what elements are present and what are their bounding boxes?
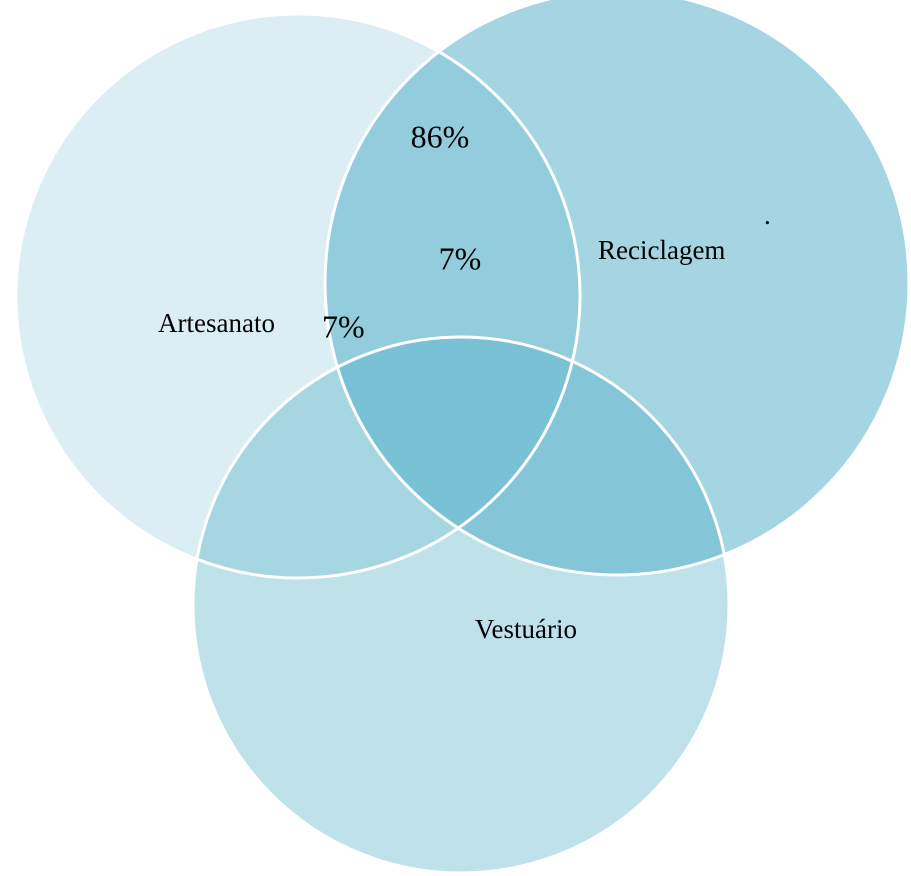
set-circle-vestuario [193,337,729,873]
outline [191,335,731,875]
set-label: Vestuário [475,614,577,644]
set-circle-reciclagem [325,0,909,575]
circles [16,0,909,873]
circle-outlines [14,0,911,875]
set-label: Artesanato [158,308,275,338]
outline [323,0,911,577]
percentage: 7% [322,308,365,344]
dot: . [764,200,771,230]
outline [14,12,582,580]
percentage: 86% [411,118,470,154]
set-label: Reciclagem [598,235,725,265]
percentage: 7% [439,240,482,276]
